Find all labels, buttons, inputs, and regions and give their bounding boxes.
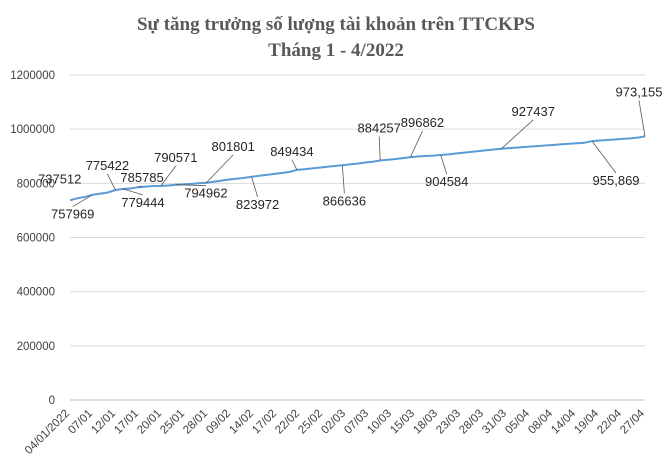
gridlines (70, 74, 645, 401)
data-label: 737512 (38, 171, 81, 186)
label-leader-line (378, 136, 381, 161)
x-tick-label: 15/03 (388, 408, 417, 437)
label-leader-line (205, 154, 234, 184)
label-leader-line (137, 185, 143, 188)
x-tick-label: 25/01 (158, 408, 187, 437)
x-tick-label: 04/01/2022 (23, 408, 72, 457)
data-label: 973,155 (616, 84, 663, 99)
y-axis-ticks: 0 200000 400000 600000 800000 1000000 1200000 (10, 70, 55, 407)
x-tick-label: 28/01 (181, 408, 210, 437)
y-tick-label: 1200000 (10, 70, 55, 82)
x-tick-label: 27/04 (618, 407, 647, 436)
label-leader-line (500, 119, 534, 150)
x-tick-label: 14/04 (549, 407, 578, 436)
label-leader-line (440, 154, 448, 175)
x-tick-label: 28/03 (457, 408, 486, 437)
y-tick-label: 600000 (17, 233, 55, 245)
label-leader-line (72, 194, 93, 208)
x-axis-ticks: 04/01/202207/0112/0117/0120/0125/0128/01… (23, 407, 648, 457)
label-leader-line (341, 165, 345, 194)
data-label: 794962 (184, 186, 227, 201)
chart-subtitle: Tháng 1 - 4/2022 (268, 40, 404, 61)
x-tick-label: 25/02 (296, 408, 325, 437)
label-leader-line (251, 176, 258, 197)
label-leader-line (122, 188, 144, 196)
label-leader-line (107, 173, 116, 191)
x-tick-label: 23/03 (434, 408, 463, 437)
y-tick-label: 400000 (17, 287, 55, 299)
data-label: 757969 (51, 207, 94, 222)
x-tick-label: 22/02 (273, 408, 302, 437)
chart-title: Sự tăng trưởng số lượng tài khoản trên T… (137, 14, 535, 35)
x-tick-label: 17/01 (112, 408, 141, 437)
x-tick-label: 08/04 (526, 407, 555, 436)
data-label: 866636 (323, 193, 366, 208)
label-leader-line (175, 184, 206, 187)
x-tick-label: 19/04 (572, 407, 601, 436)
x-tick-label: 18/03 (411, 408, 440, 437)
y-tick-label: 1000000 (10, 124, 55, 136)
series (69, 135, 646, 202)
x-tick-label: 14/02 (227, 408, 256, 437)
x-tick-label: 22/04 (595, 407, 624, 436)
data-label: 790571 (154, 150, 197, 165)
y-tick-label: 200000 (17, 341, 55, 353)
label-leader-line (160, 165, 177, 187)
x-tick-label: 20/01 (135, 408, 164, 437)
data-label: 801801 (211, 139, 254, 154)
x-tick-label: 12/01 (89, 408, 118, 437)
x-tick-label: 07/03 (342, 408, 371, 437)
data-label: 955,869 (593, 173, 640, 188)
x-tick-label: 17/02 (250, 408, 279, 437)
data-label: 779444 (121, 195, 164, 210)
series-line (69, 135, 646, 202)
data-label: 927437 (512, 104, 555, 119)
y-tick-label: 800000 (17, 178, 55, 190)
data-label: 896862 (401, 115, 444, 130)
x-tick-label: 09/02 (204, 408, 233, 437)
label-leader-line (410, 130, 423, 158)
x-tick-label: 05/04 (503, 407, 532, 436)
x-tick-label: 10/03 (365, 408, 394, 437)
data-label: 785785 (120, 170, 163, 185)
data-labels: 737512 757969 775422 779444 785785 790571 7949… (38, 84, 663, 221)
x-tick-label: 02/03 (319, 408, 348, 437)
x-tick-label: 07/01 (66, 408, 95, 437)
data-label: 884257 (358, 121, 401, 136)
label-leader-line (638, 100, 646, 137)
y-tick-label: 0 (49, 395, 55, 407)
data-label: 904584 (425, 174, 468, 189)
data-label: 849434 (270, 144, 313, 159)
data-label: 823972 (236, 197, 279, 212)
label-leader-line (291, 159, 298, 171)
label-leader-line (591, 140, 617, 174)
x-tick-label: 31/03 (480, 408, 509, 437)
data-label: 775422 (86, 158, 129, 173)
